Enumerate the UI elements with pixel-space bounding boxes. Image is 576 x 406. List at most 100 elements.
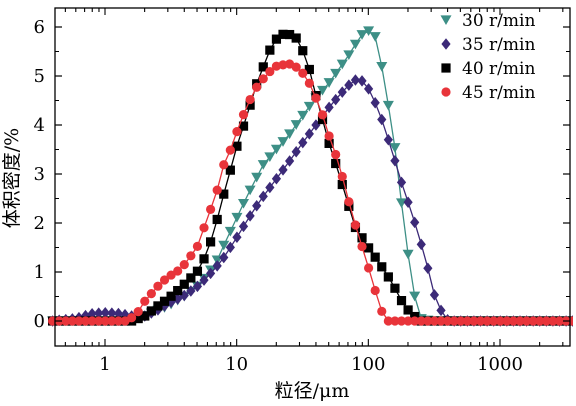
data-point [396,296,407,306]
data-point [166,270,176,280]
data-point [403,305,413,315]
data-point [265,181,275,194]
data-point [396,198,408,209]
legend-item: 45 r/min [441,83,535,103]
data-point [548,316,558,326]
data-point [449,316,459,326]
data-point [94,307,104,319]
data-point [324,138,334,148]
data-point [429,316,440,326]
legend-marker [441,87,451,97]
data-point [475,316,486,326]
data-point [179,260,189,270]
data-point [311,119,321,131]
data-point [357,233,367,243]
data-point [423,262,433,275]
data-point [508,316,519,326]
data-point [350,74,361,86]
data-point [303,101,315,112]
data-point [87,316,97,326]
data-point [206,204,216,214]
data-point [159,275,170,285]
data-point [370,252,380,262]
data-point [331,149,341,160]
data-point [290,120,302,130]
legend: 30 r/min 35 r/min 40 r/min 45 r/min [440,11,535,103]
data-point [291,145,301,158]
data-point [245,100,255,110]
data-point [416,238,426,251]
legend-label: 40 r/min [462,59,535,79]
data-point [238,199,250,209]
data-point [364,263,374,273]
data-point [298,136,308,149]
data-point [258,74,268,84]
data-point [317,114,328,125]
data-point [264,152,276,162]
data-point [363,26,375,37]
x-axis-title: 粒径/μm [275,380,350,402]
data-point [317,110,328,120]
data-point [146,306,156,316]
data-point [285,29,295,40]
data-point [258,62,268,72]
data-point [304,64,314,75]
data-point [382,100,394,111]
data-point [219,160,229,170]
data-point [278,164,288,176]
data-point [317,85,329,96]
x-tick-label: 1 [99,354,110,375]
data-point [344,79,354,91]
data-point [61,316,71,326]
data-point [515,316,525,326]
data-point [383,316,393,326]
data-point [403,196,413,208]
data-point [277,137,289,147]
data-point [179,279,189,289]
plot-frame [54,7,571,347]
data-point [291,33,301,43]
data-point [94,316,104,326]
data-point [219,251,229,264]
y-tick-label: 2 [34,213,45,234]
data-point [252,82,262,92]
data-point [337,171,347,182]
data-point [336,59,348,70]
data-point [436,304,446,317]
data-point [238,121,249,131]
y-tick-label: 6 [34,17,45,38]
data-point [199,223,209,233]
data-point [173,285,183,296]
data-point [192,280,203,293]
x-tick-label: 10 [225,354,248,375]
data-point [245,210,255,222]
legend-marker [441,38,451,50]
data-point [383,134,393,146]
y-tick-label: 1 [34,262,45,283]
data-point [369,32,381,42]
data-point [528,316,538,326]
data-point [456,316,466,326]
data-point [231,212,243,223]
data-point [298,68,308,78]
y-tick-label: 4 [34,115,45,136]
data-point [199,254,209,264]
data-point [423,316,433,326]
data-point [219,189,229,199]
series-line [52,79,573,322]
data-point [349,39,361,50]
data-point [495,316,505,326]
data-point [390,316,400,326]
data-point [396,176,407,189]
data-point [270,144,282,155]
data-point [416,316,426,326]
data-point [541,316,551,326]
data-point [238,110,249,120]
data-point [502,316,512,326]
data-point [337,179,347,190]
data-point [251,172,263,183]
data-point [410,316,420,326]
data-point [337,86,347,98]
data-point [429,289,440,301]
